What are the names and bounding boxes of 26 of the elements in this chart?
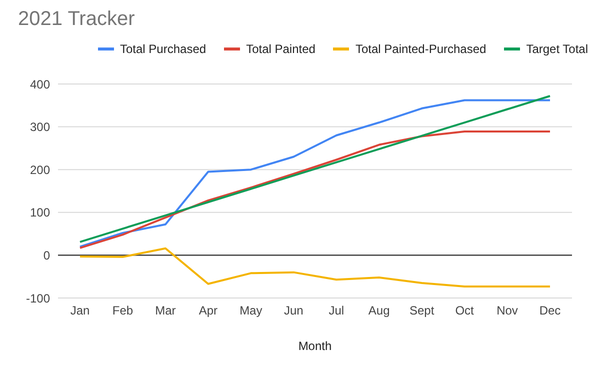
x-tick-label: Sept [409, 304, 435, 318]
x-tick-label: Mar [155, 304, 176, 318]
chart-title: 2021 Tracker [18, 8, 136, 32]
x-tick-label: May [240, 304, 262, 318]
x-tick-label: Feb [112, 304, 134, 318]
legend-label: Total Painted-Purchased [354, 42, 486, 56]
x-tick-label: Nov [496, 304, 518, 318]
line-series [79, 130, 551, 249]
y-tick-label: 300 [30, 120, 50, 134]
x-tick-label: Jun [284, 304, 304, 318]
y-tick-label: 0 [43, 248, 50, 262]
legend-label: Target Total [525, 42, 588, 56]
x-axis-title: Month [298, 339, 332, 353]
y-tick-label: 100 [30, 206, 50, 220]
x-tick-label: Aug [368, 304, 390, 318]
x-tick-label: Dec [539, 304, 561, 318]
x-tick-label: Oct [455, 304, 475, 318]
x-tick-label: Jul [328, 304, 344, 318]
x-tick-label: Apr [198, 304, 218, 318]
y-tick-label: 400 [30, 77, 50, 92]
y-tick-label: -100 [26, 291, 50, 306]
legend-label: Total Purchased [119, 42, 206, 56]
line-series [79, 247, 551, 288]
y-tick-label: 200 [30, 162, 50, 177]
x-tick-label: Jan [70, 304, 90, 318]
legend-label: Total Painted [245, 42, 316, 56]
